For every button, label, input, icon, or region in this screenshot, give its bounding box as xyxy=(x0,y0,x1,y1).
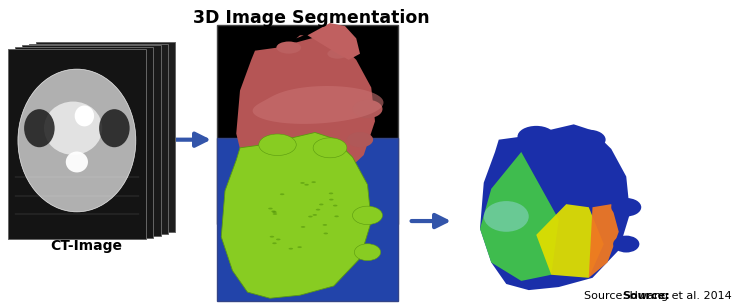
Ellipse shape xyxy=(518,126,555,147)
Ellipse shape xyxy=(270,236,274,238)
Ellipse shape xyxy=(352,100,382,118)
Ellipse shape xyxy=(322,224,327,226)
Ellipse shape xyxy=(308,216,313,217)
Ellipse shape xyxy=(354,244,380,261)
Ellipse shape xyxy=(280,193,284,195)
Text: 3D Image Segmentation: 3D Image Segmentation xyxy=(193,9,430,27)
Bar xyxy=(22,45,160,236)
Ellipse shape xyxy=(272,242,277,244)
Ellipse shape xyxy=(268,208,273,209)
Ellipse shape xyxy=(323,232,328,234)
Ellipse shape xyxy=(298,246,302,248)
Ellipse shape xyxy=(352,206,382,225)
Polygon shape xyxy=(589,204,619,278)
Bar xyxy=(217,25,398,224)
Bar xyxy=(15,47,154,238)
Polygon shape xyxy=(236,35,375,192)
Ellipse shape xyxy=(300,182,304,184)
Ellipse shape xyxy=(611,198,641,216)
Ellipse shape xyxy=(301,226,305,228)
Ellipse shape xyxy=(319,204,323,205)
Ellipse shape xyxy=(99,109,130,147)
Ellipse shape xyxy=(272,211,276,212)
Text: Source: Hwang et al. 2014: Source: Hwang et al. 2014 xyxy=(584,291,731,301)
Ellipse shape xyxy=(572,130,606,150)
Ellipse shape xyxy=(66,151,88,173)
Polygon shape xyxy=(253,86,383,124)
Polygon shape xyxy=(296,23,360,60)
Ellipse shape xyxy=(289,248,293,250)
Ellipse shape xyxy=(304,184,309,186)
Ellipse shape xyxy=(313,138,346,158)
Bar xyxy=(36,42,175,232)
Ellipse shape xyxy=(334,216,339,217)
Text: Source:: Source: xyxy=(622,291,670,301)
Ellipse shape xyxy=(316,209,320,211)
Bar xyxy=(8,49,146,239)
Polygon shape xyxy=(480,124,630,290)
Ellipse shape xyxy=(276,239,280,240)
Polygon shape xyxy=(221,132,371,298)
Bar xyxy=(29,44,168,234)
Ellipse shape xyxy=(18,69,136,212)
Text: CT-Image: CT-Image xyxy=(50,239,122,253)
Ellipse shape xyxy=(614,236,639,252)
Ellipse shape xyxy=(44,102,102,155)
Ellipse shape xyxy=(75,105,94,126)
Ellipse shape xyxy=(311,181,316,183)
Ellipse shape xyxy=(333,205,338,207)
Ellipse shape xyxy=(327,49,347,59)
Ellipse shape xyxy=(329,199,334,200)
Polygon shape xyxy=(480,152,559,281)
Ellipse shape xyxy=(24,109,55,147)
Ellipse shape xyxy=(272,211,277,213)
Ellipse shape xyxy=(276,41,301,54)
Ellipse shape xyxy=(259,134,296,156)
Ellipse shape xyxy=(484,201,529,232)
Ellipse shape xyxy=(313,214,317,216)
Ellipse shape xyxy=(273,213,278,215)
Bar xyxy=(217,138,398,301)
Ellipse shape xyxy=(328,192,333,194)
Ellipse shape xyxy=(346,132,374,147)
Polygon shape xyxy=(536,204,604,278)
